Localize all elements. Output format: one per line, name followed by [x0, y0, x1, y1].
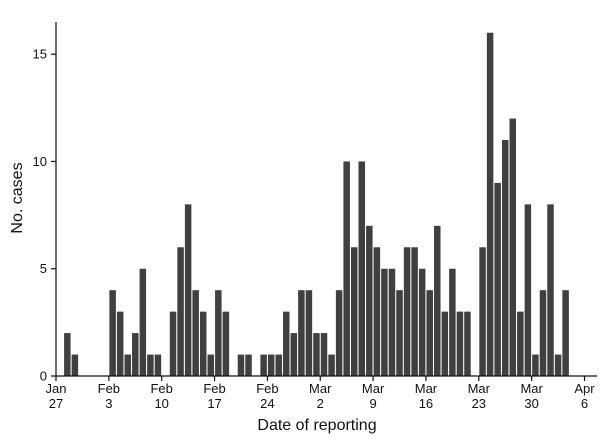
- bar-day-15: [169, 311, 177, 376]
- x-tick-label-10: Apr 6: [574, 381, 595, 411]
- bar-day-59: [501, 140, 509, 376]
- x-tick-label-3: Feb 17: [203, 381, 225, 411]
- bar-day-36: [328, 354, 335, 376]
- x-tick-label-4: Feb 24: [256, 381, 278, 411]
- bar-day-38: [343, 161, 350, 376]
- bar-day-21: [215, 290, 222, 376]
- bar-day-25: [245, 354, 252, 376]
- x-tick-label-1: Feb 3: [98, 381, 120, 411]
- bar-day-52: [449, 268, 456, 376]
- bar-day-9: [124, 354, 131, 376]
- bar-day-1: [64, 333, 71, 376]
- bar-day-27: [260, 354, 267, 376]
- bar-day-16: [177, 247, 184, 376]
- bar-day-19: [199, 311, 207, 376]
- x-tick-label-6: Mar 9: [362, 381, 385, 411]
- x-tick-label-9: Mar 30: [520, 381, 543, 411]
- bar-day-8: [116, 311, 124, 376]
- bar-day-28: [267, 354, 275, 376]
- bar-day-39: [350, 247, 358, 376]
- x-ticks-group: Jan 27 Feb 3 Feb 10 Feb 17 Feb 24 Mar 2 Mar 9 Mar 16 Mar…: [46, 376, 595, 411]
- bar-day-10: [132, 333, 139, 376]
- bar-day-17: [184, 204, 192, 376]
- y-tick-label-0: 0: [40, 369, 47, 384]
- bar-day-61: [517, 311, 524, 376]
- y-tick-label-2: 10: [33, 154, 47, 169]
- bar-day-67: [562, 290, 569, 376]
- x-axis-label: Date of reporting: [257, 417, 376, 434]
- bar-day-29: [275, 354, 282, 376]
- bar-day-48: [418, 268, 426, 376]
- x-tick-label-2: Feb 10: [150, 381, 172, 411]
- x-tick-label-8: Mar 23: [468, 381, 491, 411]
- bar-day-43: [381, 268, 388, 376]
- bar-day-24: [237, 354, 245, 376]
- bar-day-50: [434, 225, 441, 376]
- bar-day-64: [539, 290, 547, 376]
- bar-day-32: [298, 290, 305, 376]
- bar-day-47: [411, 247, 418, 376]
- bar-day-49: [426, 290, 433, 376]
- bar-day-65: [547, 204, 554, 376]
- bar-day-45: [396, 290, 403, 376]
- bar-day-22: [222, 311, 230, 376]
- bar-day-60: [509, 118, 517, 377]
- bar-day-41: [366, 225, 373, 376]
- y-ticks-group: 0 5 10 15: [33, 47, 56, 384]
- bar-day-13: [154, 354, 162, 376]
- x-tick-label-5: Mar 2: [309, 381, 332, 411]
- bar-day-33: [305, 290, 313, 376]
- bar-day-42: [373, 247, 381, 376]
- bar-day-58: [494, 182, 501, 376]
- y-tick-label-3: 15: [33, 47, 47, 62]
- bar-day-20: [207, 354, 215, 376]
- bar-day-57: [486, 32, 494, 376]
- bar-day-34: [313, 333, 320, 376]
- x-tick-label-7: Mar 16: [415, 381, 438, 411]
- bar-day-40: [358, 161, 366, 376]
- bar-day-54: [464, 311, 471, 376]
- bar-day-35: [320, 333, 328, 376]
- bar-day-62: [524, 204, 532, 376]
- y-axis-label: No. cases: [9, 162, 26, 233]
- bar-day-12: [147, 354, 154, 376]
- x-tick-label-0: Jan 27: [46, 381, 67, 411]
- bar-day-56: [479, 247, 486, 376]
- bars-group: [64, 32, 569, 377]
- bar-day-11: [139, 268, 147, 376]
- bar-day-51: [441, 311, 449, 376]
- bar-day-63: [532, 354, 539, 376]
- bar-day-31: [290, 333, 298, 376]
- bar-day-30: [283, 311, 290, 376]
- bar-day-44: [388, 268, 396, 376]
- bar-day-7: [109, 290, 116, 376]
- bar-day-37: [335, 290, 343, 376]
- bar-day-66: [554, 354, 562, 376]
- bar-day-18: [192, 290, 199, 376]
- y-tick-label-1: 5: [40, 261, 47, 276]
- bar-day-46: [403, 247, 411, 376]
- bar-day-2: [71, 354, 79, 376]
- bar-day-53: [456, 311, 464, 376]
